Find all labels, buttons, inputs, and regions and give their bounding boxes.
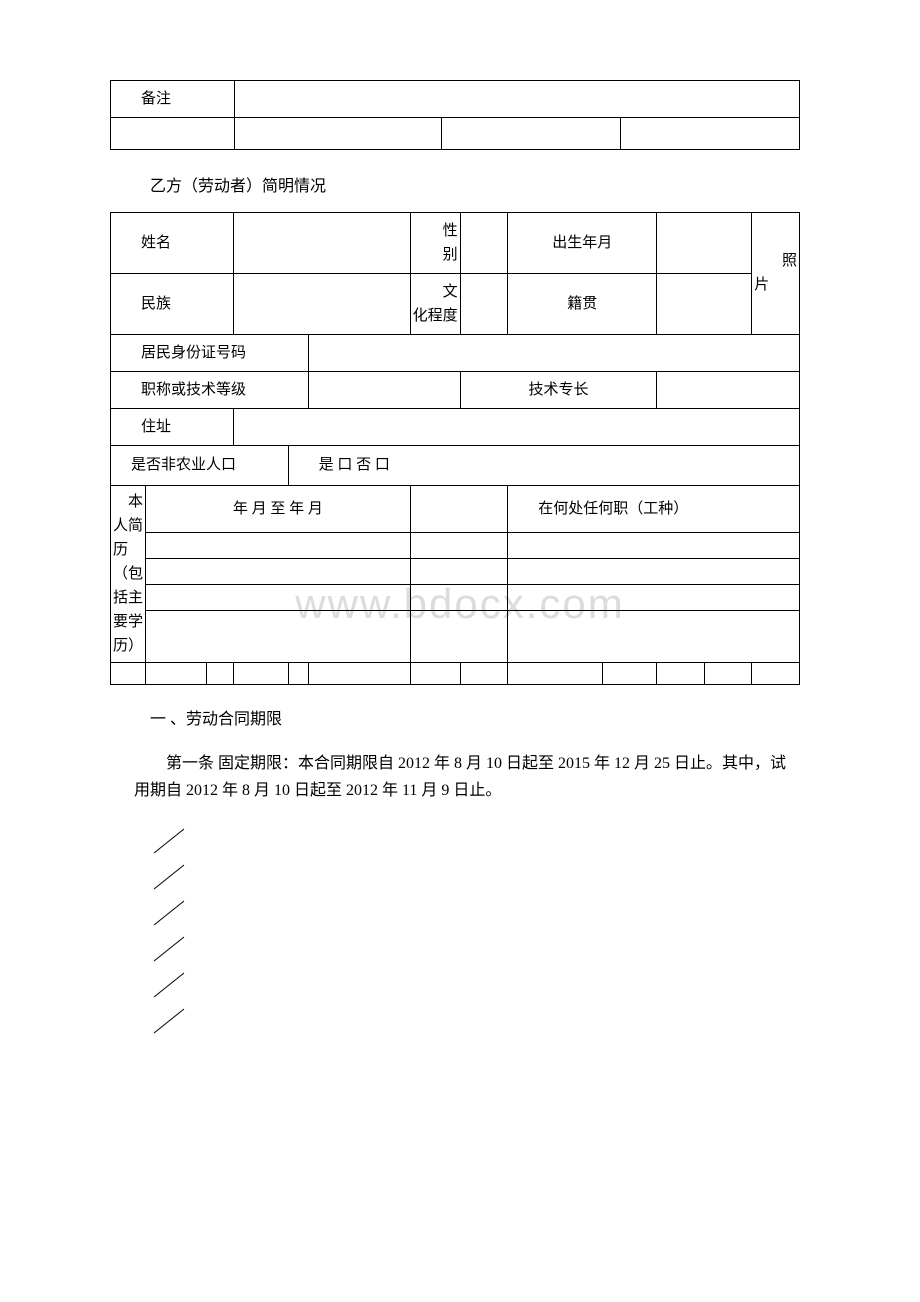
cell xyxy=(441,118,620,150)
dob-label: 出生年月 xyxy=(508,212,657,273)
photo-label: 照 片 xyxy=(752,212,800,334)
table-row: 本 人简历（包括主要学历） 年 月 至 年 月 在何处任何职（工种） xyxy=(111,485,800,532)
table-profile: 姓名 性 别 出生年月 照 片 民族 文 化程度 籍贯 居民身份证号码 职称或技… xyxy=(110,212,800,685)
slash-marks xyxy=(150,823,800,1039)
cell xyxy=(620,118,799,150)
table-row: 备注 xyxy=(111,81,800,118)
cell xyxy=(410,584,508,610)
skill-value xyxy=(657,371,800,408)
cell xyxy=(508,558,800,584)
table-row: 职称或技术等级 技术专长 xyxy=(111,371,800,408)
cell xyxy=(410,532,508,558)
slash-icon xyxy=(150,1003,800,1039)
cell xyxy=(508,584,800,610)
title-value xyxy=(309,371,461,408)
period-label: 年 月 至 年 月 xyxy=(146,485,411,532)
cell xyxy=(146,558,411,584)
slash-icon xyxy=(150,895,800,931)
position-label: 在何处任何职（工种） xyxy=(508,485,800,532)
cell xyxy=(146,584,411,610)
edu-label: 文 化程度 xyxy=(410,273,460,334)
table-row xyxy=(111,558,800,584)
gender-label: 性 别 xyxy=(410,212,460,273)
table-row: 民族 文 化程度 籍贯 xyxy=(111,273,800,334)
cell xyxy=(146,610,411,662)
nonagri-label: 是否非农业人口 xyxy=(111,445,289,485)
table-row: 居民身份证号码 xyxy=(111,334,800,371)
table-row: 住址 xyxy=(111,408,800,445)
cell xyxy=(602,662,656,684)
origin-label: 籍贯 xyxy=(508,273,657,334)
cell xyxy=(460,662,508,684)
cell xyxy=(508,610,800,662)
cell xyxy=(146,532,411,558)
table-row xyxy=(111,532,800,558)
address-label: 住址 xyxy=(111,408,234,445)
resume-label: 本 人简历（包括主要学历） xyxy=(111,485,146,662)
cell xyxy=(704,662,752,684)
photo-label-p2: 片 xyxy=(754,273,797,297)
cell xyxy=(288,662,309,684)
cell xyxy=(410,610,508,662)
edu-label-p1: 文 xyxy=(413,280,458,304)
cell xyxy=(146,662,207,684)
slash-icon xyxy=(150,823,800,859)
id-value xyxy=(309,334,800,371)
cell xyxy=(508,662,603,684)
cell xyxy=(207,662,234,684)
remarks-value xyxy=(235,81,800,118)
origin-value xyxy=(657,273,752,334)
table-row xyxy=(111,662,800,684)
gender-value xyxy=(460,212,508,273)
cell xyxy=(111,662,146,684)
table-row: 姓名 性 别 出生年月 照 片 xyxy=(111,212,800,273)
edu-value xyxy=(460,273,508,334)
edu-label-p2: 化程度 xyxy=(413,304,458,328)
address-value xyxy=(234,408,800,445)
photo-label-p1: 照 xyxy=(754,249,797,273)
ethnic-value xyxy=(234,273,410,334)
table-row: 是否非农业人口 是 口 否 口 xyxy=(111,445,800,485)
skill-label: 技术专长 xyxy=(460,371,657,408)
slash-icon xyxy=(150,967,800,1003)
gender-label-p2: 别 xyxy=(413,243,458,267)
cell xyxy=(508,532,800,558)
dob-value xyxy=(657,212,752,273)
id-label: 居民身份证号码 xyxy=(111,334,309,371)
table-remarks: 备注 xyxy=(110,80,800,150)
cell xyxy=(111,118,235,150)
resume-label-p2: 人简历（包括主要学历） xyxy=(113,518,143,654)
heading-contract-term: 一 、劳动合同期限 xyxy=(150,707,800,733)
ethnic-label: 民族 xyxy=(111,273,234,334)
cell xyxy=(410,662,460,684)
cell xyxy=(657,662,705,684)
name-label: 姓名 xyxy=(111,212,234,273)
nonagri-value: 是 口 否 口 xyxy=(288,445,799,485)
table-row xyxy=(111,584,800,610)
cell xyxy=(234,662,288,684)
remarks-label: 备注 xyxy=(111,81,235,118)
slash-icon xyxy=(150,931,800,967)
cell xyxy=(309,662,410,684)
paragraph-article-1: 第一条 固定期限：本合同期限自 2012 年 8 月 10 日起至 2015 年… xyxy=(134,750,800,804)
cell xyxy=(410,558,508,584)
section-title: 乙方（劳动者）简明情况 xyxy=(150,174,800,200)
slash-icon xyxy=(150,859,800,895)
cell xyxy=(752,662,800,684)
resume-label-p1: 本 xyxy=(113,490,143,514)
table-row xyxy=(111,118,800,150)
name-value xyxy=(234,212,410,273)
cell xyxy=(235,118,442,150)
gender-label-p1: 性 xyxy=(413,219,458,243)
cell xyxy=(410,485,508,532)
title-label: 职称或技术等级 xyxy=(111,371,309,408)
table-row xyxy=(111,610,800,662)
